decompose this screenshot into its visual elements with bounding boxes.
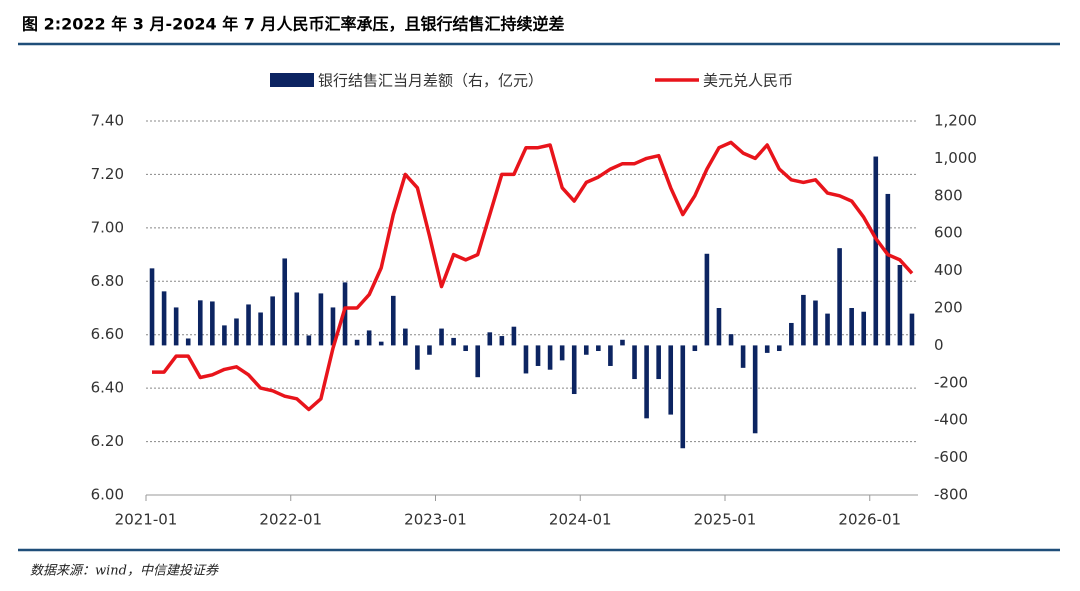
- y2-tick-label: -600: [934, 448, 968, 466]
- bar: [499, 336, 505, 346]
- bar: [210, 301, 215, 346]
- chart-title: 图 2:2022 年 3 月-2024 年 7 月人民币汇率承压，且银行结售汇持…: [22, 15, 565, 34]
- bar: [306, 335, 312, 346]
- y2-tick-label: 600: [934, 224, 963, 242]
- bar: [632, 345, 637, 380]
- y2-tick-label: 1,200: [934, 112, 977, 130]
- bar: [161, 291, 167, 346]
- line: [152, 140, 914, 412]
- bar: [776, 345, 782, 352]
- y2-tick-label: 1,000: [934, 149, 977, 167]
- bar: [439, 328, 444, 346]
- bar: [897, 264, 903, 346]
- bar: [620, 339, 625, 346]
- y2-tick-label: 800: [934, 186, 963, 204]
- bar: [728, 334, 734, 346]
- y2-tick-label: 200: [934, 299, 963, 317]
- bar: [559, 345, 565, 361]
- bar: [258, 312, 263, 346]
- bar: [282, 258, 288, 346]
- bar: [547, 345, 553, 370]
- bar: [173, 307, 179, 346]
- y-tick-label: 6.20: [91, 432, 124, 450]
- y-tick-label: 7.20: [91, 165, 124, 183]
- y2-tick-label: 0: [934, 336, 944, 354]
- bar: [873, 156, 879, 346]
- y-tick-label: 6.80: [91, 272, 124, 290]
- bar: [487, 332, 493, 346]
- bar: [222, 325, 227, 346]
- bar: [294, 292, 300, 346]
- y2-tick-label: -800: [934, 486, 968, 504]
- bar: [415, 345, 420, 370]
- bar: [246, 304, 251, 346]
- bar: [366, 330, 372, 346]
- bar: [270, 296, 275, 346]
- bar: [608, 345, 613, 366]
- y-tick-label: 6.60: [91, 325, 124, 343]
- x-tick-label: 2026-01: [838, 511, 901, 529]
- bar: [656, 345, 661, 380]
- bar: [535, 345, 541, 366]
- bar: [185, 338, 191, 346]
- x-tick-label: 2021-01: [115, 511, 178, 529]
- bar: [234, 318, 239, 346]
- bar: [692, 345, 698, 352]
- bar: [571, 345, 577, 395]
- bar: [378, 341, 384, 346]
- bar: [801, 294, 806, 346]
- bar: [596, 345, 601, 352]
- bar: [318, 293, 324, 346]
- bar: [583, 345, 589, 355]
- legend-swatch: [270, 73, 314, 87]
- bar: [740, 345, 746, 368]
- legend-label: 银行结售汇当月差额（右，亿元）: [318, 72, 543, 90]
- bar: [813, 300, 818, 346]
- bar: [680, 345, 686, 449]
- bar: [523, 345, 529, 374]
- y-tick-label: 7.40: [91, 112, 124, 130]
- y-tick-label: 7.00: [91, 218, 124, 236]
- bar: [354, 339, 360, 346]
- x-tick-label: 2023-01: [404, 511, 467, 529]
- bar: [752, 345, 758, 434]
- bar: [764, 345, 770, 353]
- bar: [475, 345, 481, 378]
- y2-tick-label: -400: [934, 411, 968, 429]
- x-tick-label: 2024-01: [549, 511, 612, 529]
- x-tick-label: 2025-01: [694, 511, 757, 529]
- bar: [837, 248, 842, 346]
- bar: [197, 300, 203, 346]
- bar: [825, 313, 830, 346]
- bar: [861, 311, 867, 346]
- legend-label: 美元兑人民币: [703, 72, 793, 90]
- bar: [427, 345, 432, 355]
- bar: [849, 308, 854, 346]
- bar: [704, 253, 710, 346]
- bar: [644, 345, 649, 419]
- source: 数据来源：wind，中信建投证券: [30, 564, 219, 579]
- bar: [716, 308, 722, 346]
- y2-tick-label: 400: [934, 261, 963, 279]
- bar: [330, 307, 336, 346]
- bar: [909, 313, 915, 346]
- y2-tick-label: -200: [934, 373, 968, 391]
- y-tick-label: 6.00: [91, 486, 124, 504]
- bar: [463, 345, 468, 352]
- bar: [511, 326, 517, 346]
- bar: [390, 295, 396, 346]
- bar: [149, 268, 155, 346]
- x-tick-label: 2022-01: [259, 511, 322, 529]
- bar: [668, 345, 674, 415]
- bar: [403, 328, 408, 346]
- bar: [789, 322, 794, 346]
- y-tick-label: 6.40: [91, 379, 124, 397]
- bar: [451, 337, 456, 346]
- bar: [885, 193, 891, 346]
